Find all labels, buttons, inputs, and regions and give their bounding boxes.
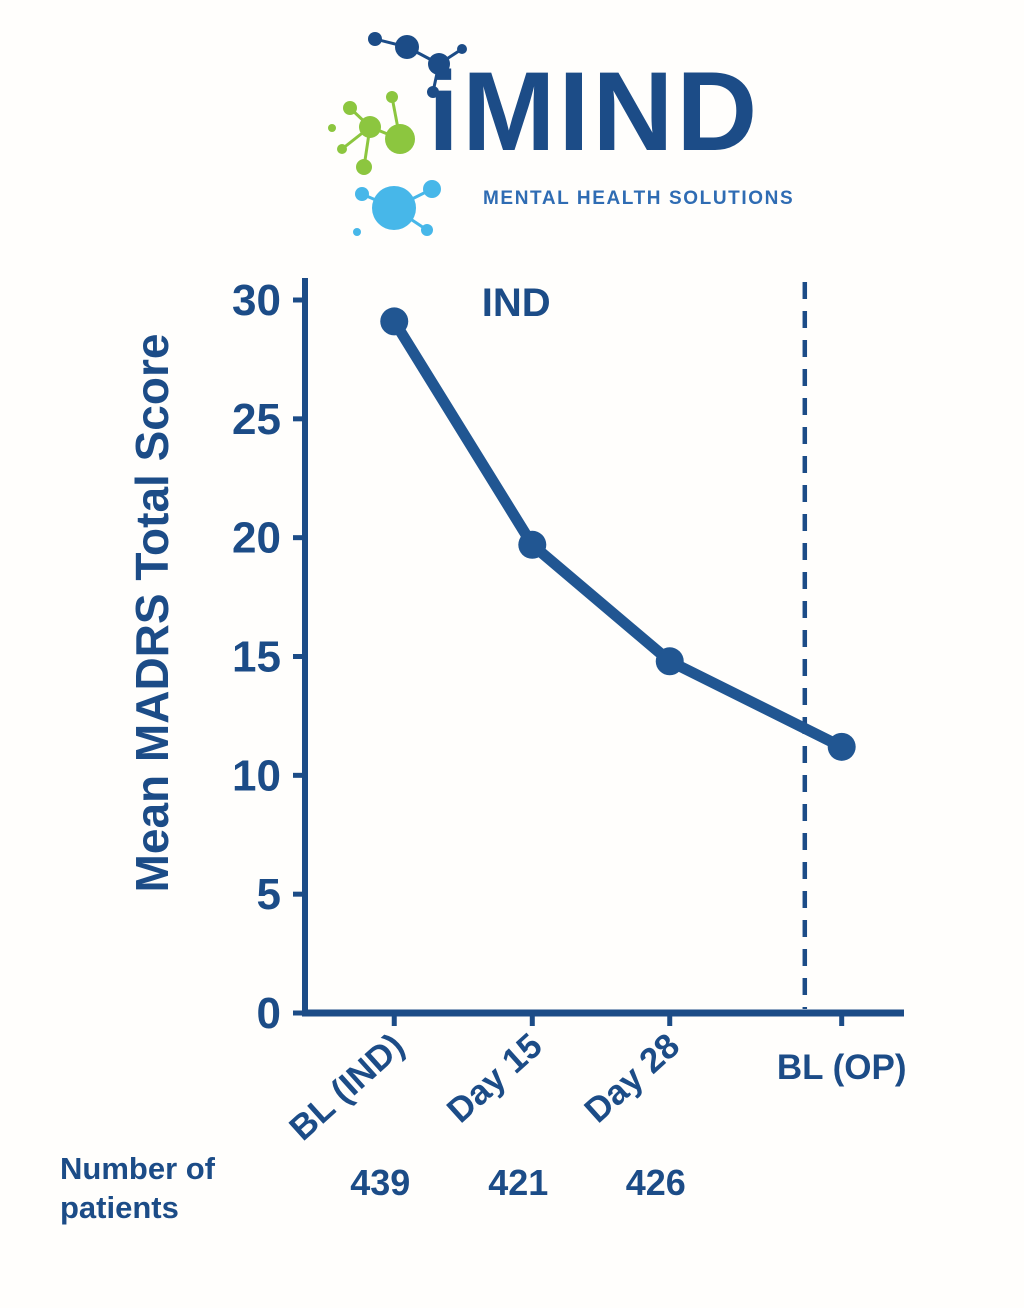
patients-count: 426: [626, 1162, 686, 1203]
x-tick-label: Day 28: [577, 1026, 687, 1131]
y-tick-label: 15: [232, 633, 281, 682]
data-point-1: [518, 530, 547, 559]
madrs-line-chart: 0 5 10 15 20 25 30 IND BL (IND) Day 15 Day 28 BL (O…: [232, 276, 907, 1203]
molecule-logo-graphic: [328, 32, 467, 236]
patients-row-label: Number of patients: [60, 1151, 215, 1225]
x-tick-label: BL (OP): [777, 1048, 907, 1087]
logo-wordmark: iMIND: [428, 49, 761, 174]
y-tick-label: 25: [232, 395, 281, 444]
data-point-3: [827, 732, 856, 761]
x-tick-label: BL (IND): [282, 1026, 412, 1148]
molecule-navy-cluster: [368, 32, 467, 98]
madrs-data-line: [388, 315, 848, 753]
molecule-lightblue-cluster: [353, 180, 441, 236]
logo-tagline: MENTAL HEALTH SOLUTIONS: [483, 188, 795, 209]
patients-count: 421: [488, 1162, 548, 1203]
y-tick-label: 5: [257, 870, 281, 919]
data-point-2: [655, 647, 684, 676]
y-tick-label: 20: [232, 514, 281, 563]
y-tick-label: 10: [232, 751, 281, 800]
data-point-0: [380, 307, 409, 336]
y-tick-label: 30: [232, 276, 281, 325]
y-tick-label: 0: [257, 989, 281, 1038]
patients-count: 439: [350, 1162, 410, 1203]
phase-label-ind: IND: [482, 281, 551, 325]
molecule-green-cluster: [328, 91, 415, 175]
x-tick-label: Day 15: [440, 1026, 550, 1131]
